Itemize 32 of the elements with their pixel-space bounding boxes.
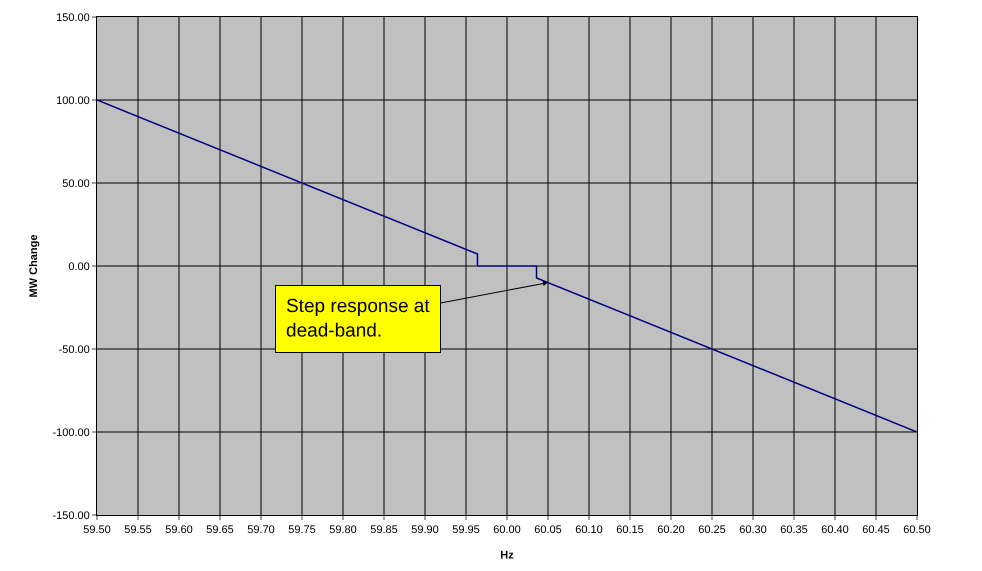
y-axis-title: MW Change	[28, 234, 40, 298]
y-tick-label: -100.00	[52, 426, 90, 439]
x-tick-label: 59.95	[452, 524, 480, 536]
y-tick-label: -150.00	[52, 510, 90, 522]
x-tick-label: 60.25	[698, 524, 726, 536]
x-tick-label: 60.10	[575, 524, 603, 536]
x-tick-label: 60.05	[534, 524, 562, 536]
x-tick-label: 60.30	[739, 524, 767, 536]
x-tick-label: 60.40	[821, 524, 849, 536]
x-tick-label: 60.50	[903, 524, 931, 536]
x-tick-label: 59.55	[124, 524, 152, 536]
x-axis-title: Hz	[500, 549, 514, 562]
x-tick-label: 60.15	[616, 524, 644, 536]
x-tick-label: 60.35	[780, 524, 808, 536]
line-series	[97, 99, 917, 433]
x-tick-label: 59.90	[411, 524, 439, 536]
y-tick-label: 0.00	[68, 260, 90, 273]
x-tick-label: 59.50	[83, 524, 111, 536]
x-tick-label: 59.85	[370, 524, 398, 536]
x-tick-label: 60.45	[862, 524, 890, 536]
x-tick-label: 59.75	[288, 524, 316, 536]
y-tick-label: 100.00	[56, 94, 90, 107]
x-tick-label: 60.20	[657, 524, 685, 536]
x-tick-label: 59.70	[247, 524, 275, 536]
x-tick-label: 59.80	[329, 524, 357, 536]
annotation: Step response at dead-band.	[286, 296, 430, 342]
y-tick-label: 150.00	[56, 12, 90, 24]
x-tick-label: 59.60	[165, 524, 193, 536]
x-tick-label: 59.65	[206, 524, 234, 536]
y-tick-label: 50.00	[62, 178, 90, 190]
x-tick-label: 60.00	[493, 524, 521, 536]
y-tick-label: -50.00	[58, 344, 90, 356]
